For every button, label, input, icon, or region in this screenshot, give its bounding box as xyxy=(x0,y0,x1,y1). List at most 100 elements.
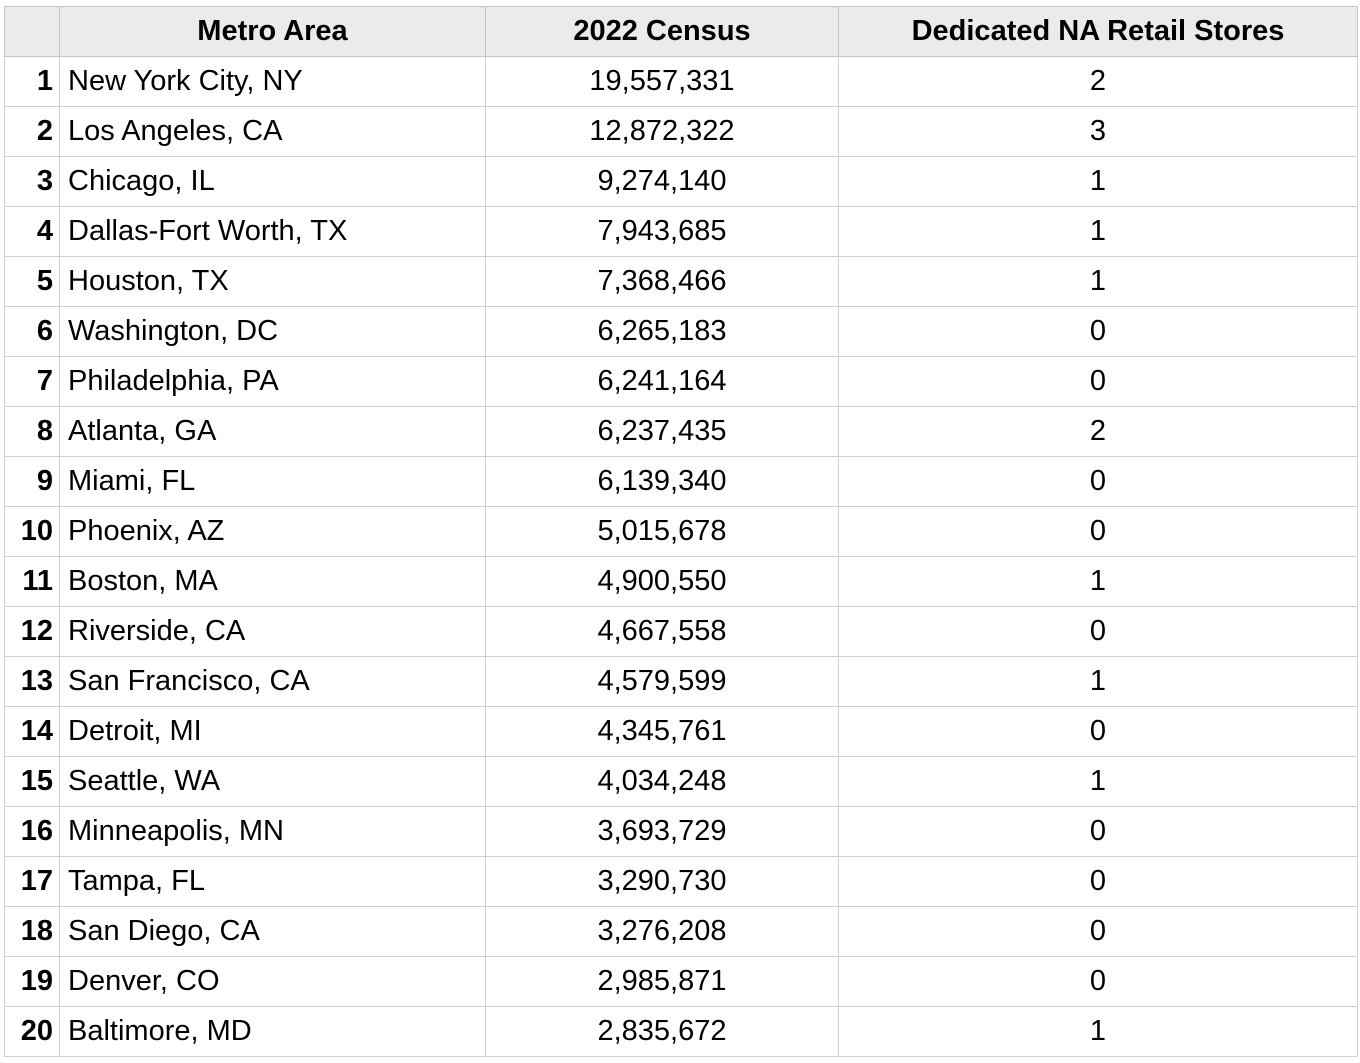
census-cell[interactable]: 6,241,164 xyxy=(485,356,839,407)
census-cell[interactable]: 9,274,140 xyxy=(485,156,839,207)
metro-area-cell[interactable]: Houston, TX xyxy=(59,256,486,307)
retail-stores-cell[interactable]: 0 xyxy=(838,906,1358,957)
metro-area-cell[interactable]: Phoenix, AZ xyxy=(59,506,486,557)
row-number-cell[interactable]: 19 xyxy=(4,956,60,1007)
table-row: 10 Phoenix, AZ 5,015,678 0 xyxy=(4,506,1358,557)
header-2022-census[interactable]: 2022 Census xyxy=(485,6,839,57)
header-dedicated-na-retail-stores[interactable]: Dedicated NA Retail Stores xyxy=(838,6,1358,57)
table-row: 6 Washington, DC 6,265,183 0 xyxy=(4,306,1358,357)
table-row: 13 San Francisco, CA 4,579,599 1 xyxy=(4,656,1358,707)
row-number-cell[interactable]: 13 xyxy=(4,656,60,707)
metro-area-cell[interactable]: Riverside, CA xyxy=(59,606,486,657)
metro-area-cell[interactable]: Minneapolis, MN xyxy=(59,806,486,857)
census-cell[interactable]: 2,985,871 xyxy=(485,956,839,1007)
table-row: 12 Riverside, CA 4,667,558 0 xyxy=(4,606,1358,657)
retail-stores-cell[interactable]: 1 xyxy=(838,156,1358,207)
retail-stores-cell[interactable]: 1 xyxy=(838,206,1358,257)
census-cell[interactable]: 6,265,183 xyxy=(485,306,839,357)
metro-area-cell[interactable]: Miami, FL xyxy=(59,456,486,507)
row-number-cell[interactable]: 11 xyxy=(4,556,60,607)
census-cell[interactable]: 7,943,685 xyxy=(485,206,839,257)
retail-stores-cell[interactable]: 0 xyxy=(838,306,1358,357)
census-cell[interactable]: 4,667,558 xyxy=(485,606,839,657)
metro-area-cell[interactable]: San Francisco, CA xyxy=(59,656,486,707)
census-cell[interactable]: 6,237,435 xyxy=(485,406,839,457)
table-row: 18 San Diego, CA 3,276,208 0 xyxy=(4,906,1358,957)
header-row: Metro Area 2022 Census Dedicated NA Reta… xyxy=(4,6,1358,57)
row-number-cell[interactable]: 4 xyxy=(4,206,60,257)
row-number-cell[interactable]: 16 xyxy=(4,806,60,857)
retail-stores-cell[interactable]: 0 xyxy=(838,856,1358,907)
metro-area-cell[interactable]: Baltimore, MD xyxy=(59,1006,486,1057)
row-number-cell[interactable]: 15 xyxy=(4,756,60,807)
census-cell[interactable]: 6,139,340 xyxy=(485,456,839,507)
table-row: 16 Minneapolis, MN 3,693,729 0 xyxy=(4,806,1358,857)
retail-stores-cell[interactable]: 0 xyxy=(838,506,1358,557)
table-row: 11 Boston, MA 4,900,550 1 xyxy=(4,556,1358,607)
corner-cell[interactable] xyxy=(4,6,60,57)
metro-area-cell[interactable]: Atlanta, GA xyxy=(59,406,486,457)
metro-area-cell[interactable]: Washington, DC xyxy=(59,306,486,357)
table-header: Metro Area 2022 Census Dedicated NA Reta… xyxy=(4,6,1358,57)
row-number-cell[interactable]: 20 xyxy=(4,1006,60,1057)
metro-area-cell[interactable]: Tampa, FL xyxy=(59,856,486,907)
row-number-cell[interactable]: 17 xyxy=(4,856,60,907)
table-row: 5 Houston, TX 7,368,466 1 xyxy=(4,256,1358,307)
census-cell[interactable]: 3,290,730 xyxy=(485,856,839,907)
table-row: 9 Miami, FL 6,139,340 0 xyxy=(4,456,1358,507)
table-row: 8 Atlanta, GA 6,237,435 2 xyxy=(4,406,1358,457)
metro-area-cell[interactable]: Detroit, MI xyxy=(59,706,486,757)
retail-stores-cell[interactable]: 3 xyxy=(838,106,1358,157)
metro-area-cell[interactable]: Denver, CO xyxy=(59,956,486,1007)
census-cell[interactable]: 19,557,331 xyxy=(485,56,839,107)
row-number-cell[interactable]: 8 xyxy=(4,406,60,457)
row-number-cell[interactable]: 9 xyxy=(4,456,60,507)
retail-stores-cell[interactable]: 2 xyxy=(838,56,1358,107)
row-number-cell[interactable]: 12 xyxy=(4,606,60,657)
retail-stores-cell[interactable]: 1 xyxy=(838,656,1358,707)
census-cell[interactable]: 4,900,550 xyxy=(485,556,839,607)
metro-area-cell[interactable]: New York City, NY xyxy=(59,56,486,107)
retail-stores-cell[interactable]: 0 xyxy=(838,356,1358,407)
row-number-cell[interactable]: 6 xyxy=(4,306,60,357)
metro-area-cell[interactable]: Chicago, IL xyxy=(59,156,486,207)
retail-stores-cell[interactable]: 1 xyxy=(838,556,1358,607)
row-number-cell[interactable]: 5 xyxy=(4,256,60,307)
metro-area-cell[interactable]: Boston, MA xyxy=(59,556,486,607)
retail-stores-cell[interactable]: 1 xyxy=(838,1006,1358,1057)
retail-stores-cell[interactable]: 0 xyxy=(838,956,1358,1007)
census-cell[interactable]: 2,835,672 xyxy=(485,1006,839,1057)
metro-area-cell[interactable]: Los Angeles, CA xyxy=(59,106,486,157)
retail-stores-cell[interactable]: 1 xyxy=(838,756,1358,807)
retail-stores-cell[interactable]: 0 xyxy=(838,456,1358,507)
census-cell[interactable]: 4,034,248 xyxy=(485,756,839,807)
metro-area-cell[interactable]: Dallas-Fort Worth, TX xyxy=(59,206,486,257)
census-cell[interactable]: 12,872,322 xyxy=(485,106,839,157)
row-number-cell[interactable]: 7 xyxy=(4,356,60,407)
row-number-cell[interactable]: 14 xyxy=(4,706,60,757)
census-cell[interactable]: 3,693,729 xyxy=(485,806,839,857)
table-row: 7 Philadelphia, PA 6,241,164 0 xyxy=(4,356,1358,407)
table-body: 1 New York City, NY 19,557,331 2 2 Los Angele… xyxy=(4,56,1358,1057)
metro-area-cell[interactable]: San Diego, CA xyxy=(59,906,486,957)
metro-area-cell[interactable]: Seattle, WA xyxy=(59,756,486,807)
row-number-cell[interactable]: 1 xyxy=(4,56,60,107)
row-number-cell[interactable]: 3 xyxy=(4,156,60,207)
table-row: 1 New York City, NY 19,557,331 2 xyxy=(4,56,1358,107)
census-cell[interactable]: 3,276,208 xyxy=(485,906,839,957)
census-cell[interactable]: 4,579,599 xyxy=(485,656,839,707)
census-cell[interactable]: 4,345,761 xyxy=(485,706,839,757)
census-cell[interactable]: 7,368,466 xyxy=(485,256,839,307)
retail-stores-cell[interactable]: 0 xyxy=(838,606,1358,657)
census-cell[interactable]: 5,015,678 xyxy=(485,506,839,557)
retail-stores-cell[interactable]: 0 xyxy=(838,706,1358,757)
row-number-cell[interactable]: 18 xyxy=(4,906,60,957)
table-row: 2 Los Angeles, CA 12,872,322 3 xyxy=(4,106,1358,157)
retail-stores-cell[interactable]: 0 xyxy=(838,806,1358,857)
header-metro-area[interactable]: Metro Area xyxy=(59,6,486,57)
row-number-cell[interactable]: 2 xyxy=(4,106,60,157)
retail-stores-cell[interactable]: 1 xyxy=(838,256,1358,307)
row-number-cell[interactable]: 10 xyxy=(4,506,60,557)
metro-area-cell[interactable]: Philadelphia, PA xyxy=(59,356,486,407)
retail-stores-cell[interactable]: 2 xyxy=(838,406,1358,457)
